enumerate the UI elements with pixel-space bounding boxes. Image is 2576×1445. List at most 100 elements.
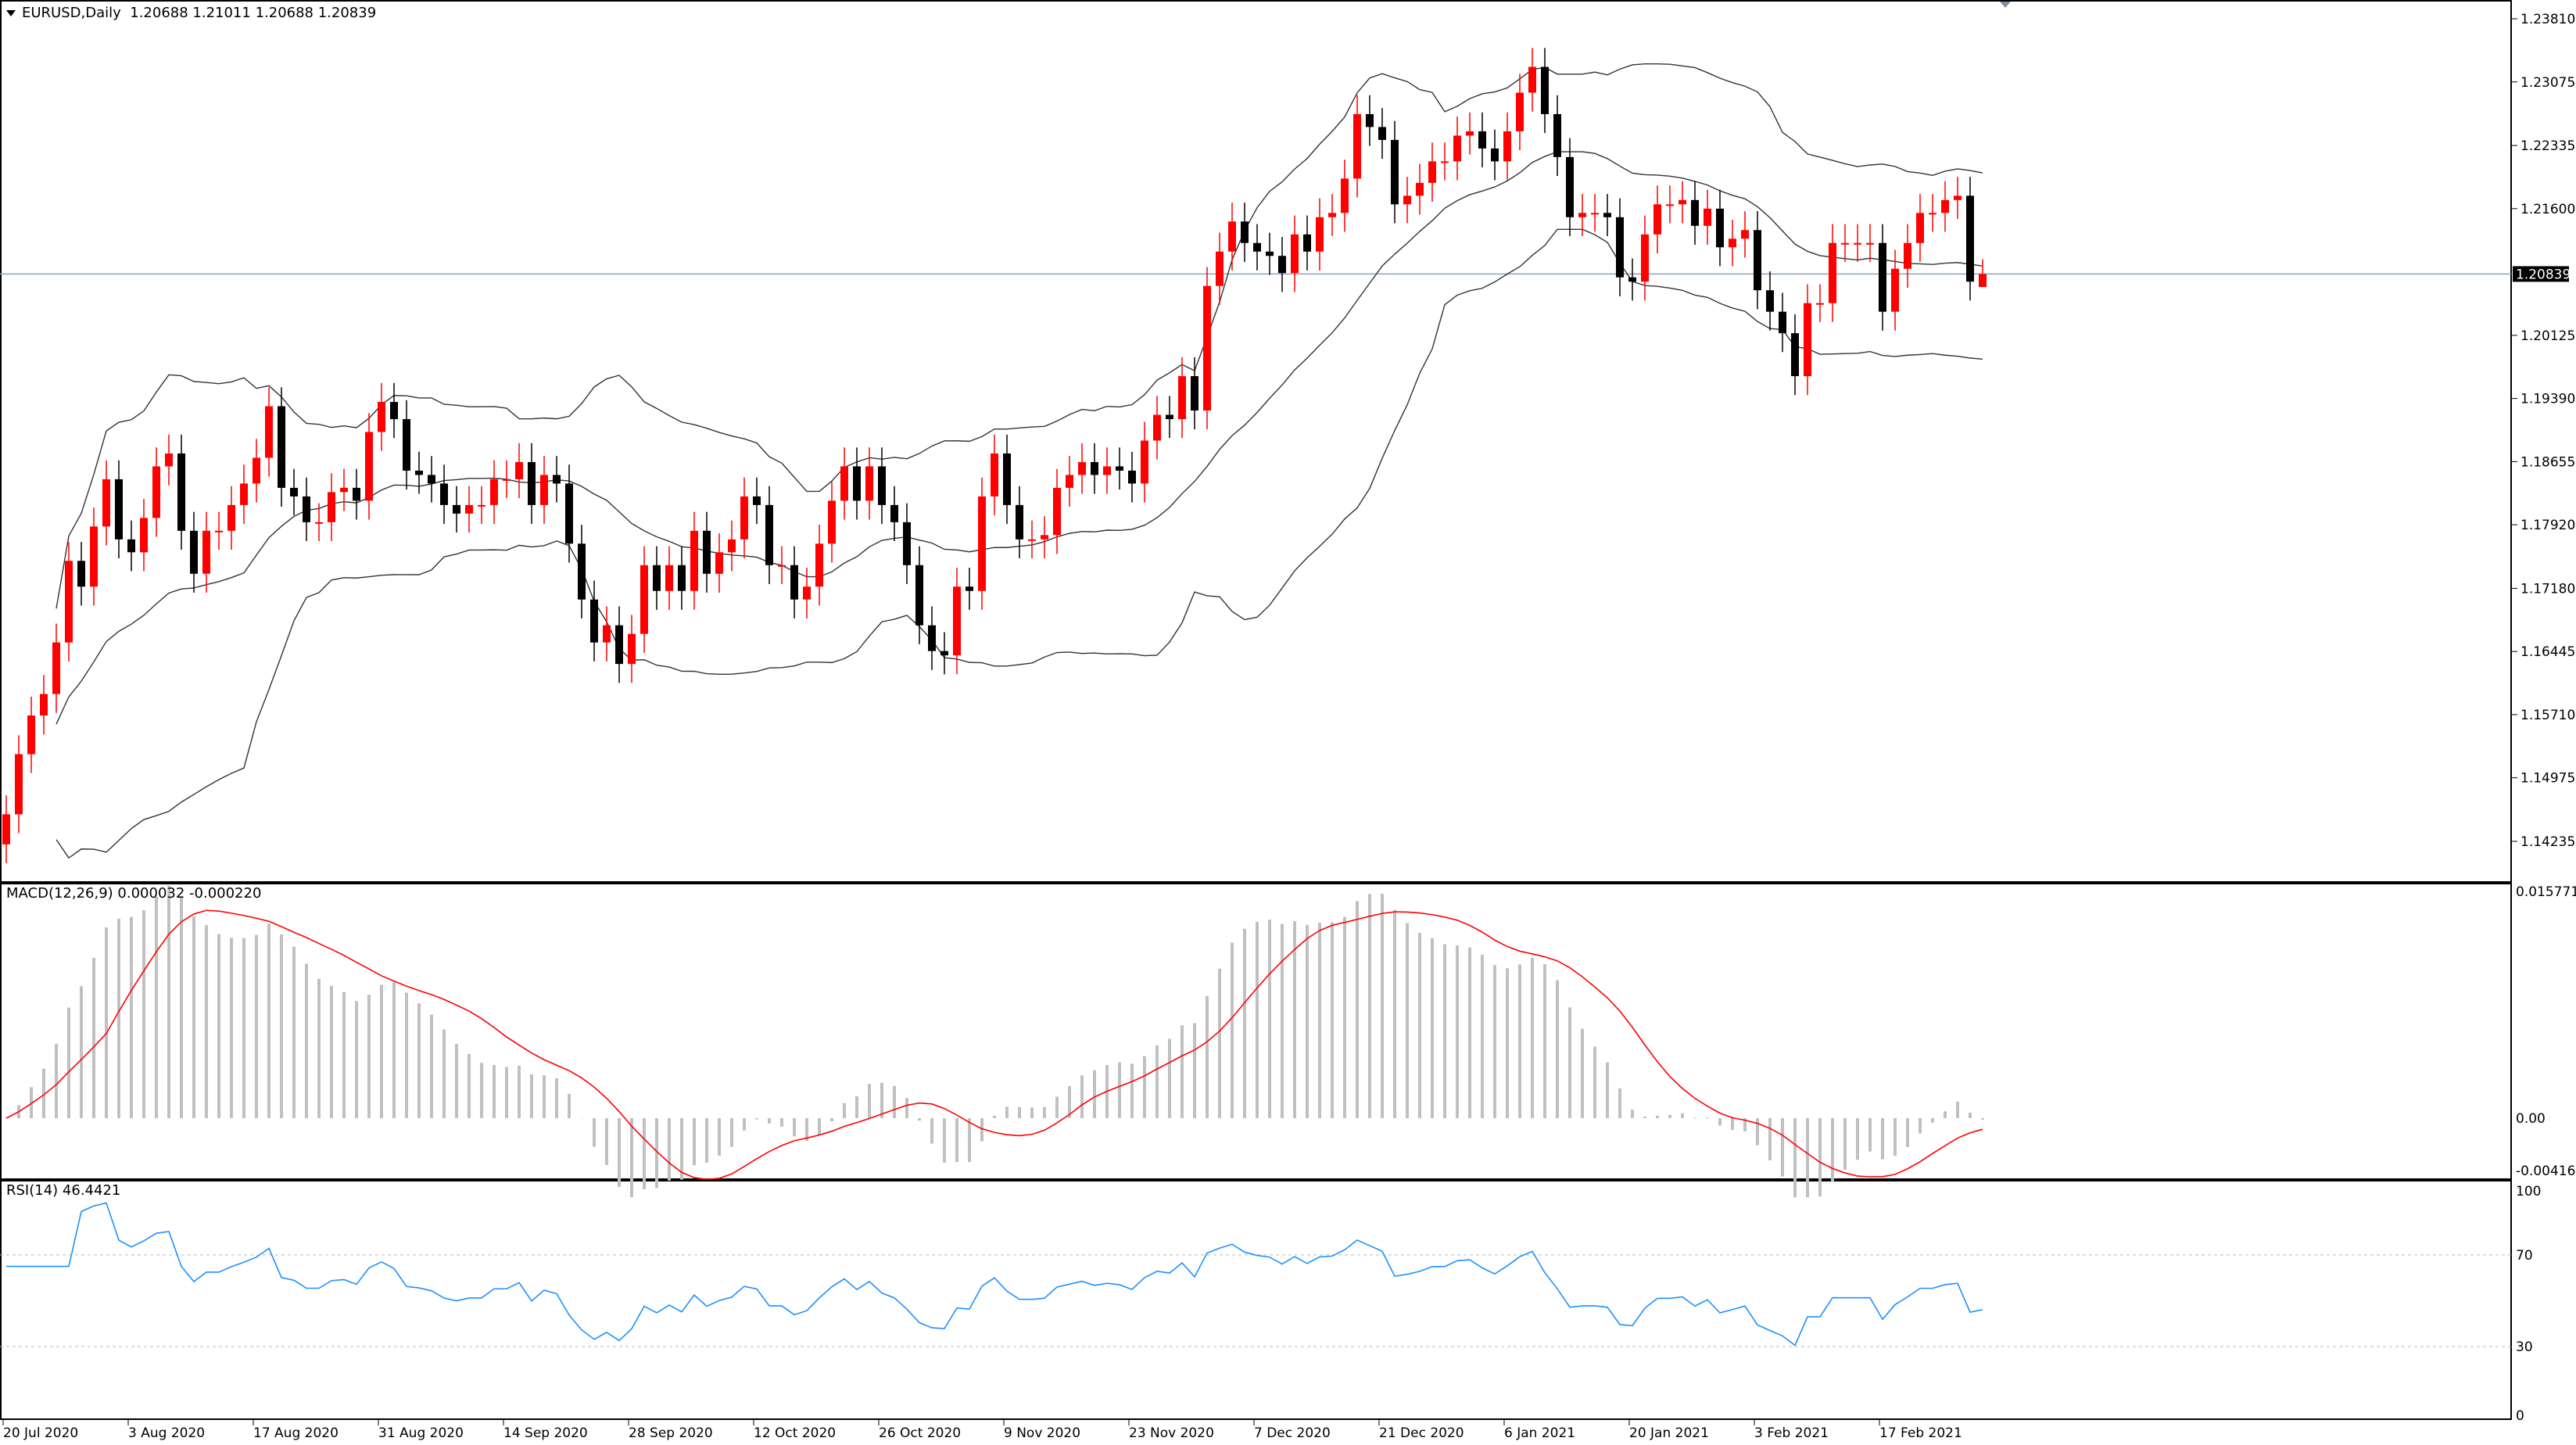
candle-body — [1841, 242, 1849, 245]
candle-body — [1216, 251, 1224, 286]
candle-body — [77, 561, 85, 587]
price-tick-label: 1.14235 — [2520, 834, 2575, 850]
candle-body — [90, 526, 98, 587]
candle-body — [1603, 213, 1611, 217]
ohlc-readout: 1.20688 1.21011 1.20688 1.20839 — [130, 5, 377, 21]
candle-body — [1954, 195, 1962, 200]
date-label: 3 Feb 2021 — [1754, 1425, 1829, 1441]
date-label: 20 Jul 2020 — [3, 1425, 78, 1441]
macd-axis-label: -0.004168 — [2516, 1164, 2576, 1179]
candle-body — [815, 543, 823, 587]
candle-body — [1378, 127, 1386, 140]
candle-body — [1754, 230, 1761, 291]
candle-body — [1466, 131, 1474, 136]
rsi-line — [6, 1202, 1983, 1346]
candle-body — [190, 530, 198, 574]
date-label: 28 Sep 2020 — [629, 1425, 713, 1441]
chart-title: EURUSD,Daily 1.20688 1.21011 1.20688 1.2… — [22, 5, 376, 21]
date-label: 23 Nov 2020 — [1129, 1425, 1214, 1441]
candle-body — [865, 466, 873, 501]
candle-body — [853, 466, 861, 501]
candle-body — [265, 406, 273, 458]
date-label: 14 Sep 2020 — [503, 1425, 588, 1441]
candle-body — [1278, 256, 1286, 274]
candle-body — [1704, 208, 1711, 226]
candle-body — [1016, 504, 1023, 540]
candle-body — [328, 492, 335, 522]
candle-body — [640, 565, 648, 634]
rsi-axis-label: 100 — [2516, 1184, 2541, 1199]
candle-body — [803, 586, 811, 600]
candle-body — [1541, 66, 1549, 114]
candle-body — [52, 642, 60, 694]
candle-body — [1116, 466, 1123, 471]
bollinger-middle — [56, 151, 1983, 725]
candle-body — [1341, 178, 1349, 213]
date-label: 7 Dec 2020 — [1254, 1425, 1331, 1441]
candle-body — [2, 814, 10, 844]
main-panel-frame — [0, 0, 2512, 883]
candle-body — [1591, 213, 1599, 215]
candle-body — [290, 487, 298, 497]
price-tick-label: 1.17180 — [2520, 581, 2575, 597]
candle-body — [1203, 285, 1211, 411]
candle-body — [315, 522, 323, 524]
macd-panel-frame — [0, 883, 2512, 1180]
candle-body — [1879, 242, 1886, 312]
candle-body — [1653, 204, 1661, 235]
candle-body — [1891, 268, 1899, 312]
candle-body — [177, 453, 185, 531]
candle-body — [1141, 440, 1148, 484]
candle-body — [378, 402, 385, 432]
candle-body — [1816, 303, 1824, 305]
candle-body — [928, 625, 936, 651]
candle-body — [27, 715, 35, 755]
current-price-label: 1.20839 — [2516, 267, 2571, 282]
candle-body — [1741, 230, 1749, 239]
candle-body — [1066, 475, 1073, 488]
candle-body — [253, 457, 260, 484]
date-label: 21 Dec 2020 — [1379, 1425, 1464, 1441]
candle-body — [453, 504, 460, 514]
candle-body — [966, 586, 973, 591]
candle-body — [202, 530, 210, 574]
candle-body — [1053, 487, 1061, 536]
date-label: 31 Aug 2020 — [378, 1425, 464, 1441]
candle-body — [703, 530, 711, 574]
candle-body — [603, 625, 611, 643]
price-tick-label: 1.17920 — [2520, 518, 2575, 533]
candle-body — [690, 530, 698, 591]
candle-body — [1929, 213, 1936, 215]
macd-axis-label: 0.00 — [2516, 1111, 2546, 1127]
candle-body — [828, 500, 836, 544]
candle-body — [1441, 161, 1449, 163]
candle-body — [1979, 274, 1987, 288]
candle-body — [1153, 414, 1161, 441]
candle-body — [1516, 92, 1524, 131]
rsi-label: RSI(14) 46.4421 — [6, 1182, 121, 1199]
candle-body — [465, 504, 473, 514]
candle-body — [278, 406, 285, 488]
candle-body — [1916, 213, 1924, 243]
candle-body — [940, 651, 948, 656]
candle-body — [628, 633, 636, 665]
candle-body — [1253, 242, 1261, 252]
candle-body — [778, 565, 786, 567]
candle-body — [1616, 217, 1624, 278]
date-label: 26 Oct 2020 — [879, 1425, 961, 1441]
candle-body — [353, 487, 360, 501]
price-tick-label: 1.23810 — [2520, 12, 2575, 27]
candle-body — [740, 496, 748, 540]
bollinger-lower — [56, 228, 1983, 859]
candle-body — [978, 496, 986, 591]
candle-body — [528, 461, 536, 505]
candle-body — [1041, 535, 1048, 540]
candle-body — [15, 754, 23, 815]
price-tick-label: 1.16445 — [2520, 644, 2575, 660]
date-label: 20 Jan 2021 — [1629, 1425, 1709, 1441]
collapse-triangle-icon[interactable] — [6, 10, 16, 16]
candle-body — [1729, 238, 1736, 248]
candle-body — [152, 466, 160, 518]
candle-body — [140, 518, 148, 553]
